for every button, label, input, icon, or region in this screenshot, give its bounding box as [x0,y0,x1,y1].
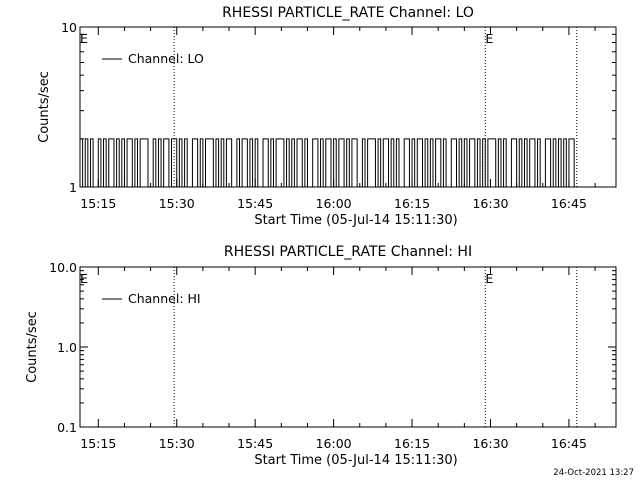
panel1-plot-frame [79,26,617,188]
panel1-x-tick-label-3: 15:45 [237,196,273,211]
panel2-y-axis-label: Counts/sec [25,311,40,383]
panel1-y-tick-label-2: 10 [61,20,77,35]
panel2-chart-title: RHESSI PARTICLE_RATE Channel: HI [224,244,472,260]
panel2-x-tick-label-5: 16:15 [394,436,430,451]
panel1-x-tick-label-4: 16:00 [316,196,352,211]
panel2-x-tick-label-1: 15:15 [80,436,116,451]
panel2-x-tick-label-3: 15:45 [237,436,273,451]
panel1-x-tick-label-2: 15:30 [159,196,195,211]
panel1-event-marker-label-1: E [80,31,88,46]
panel2-x-axis-label: Start Time (05-Jul-14 15:11:30) [254,453,457,468]
panel1-y-axis-label: Counts/sec [37,71,52,143]
panel1-series-line-1 [80,138,577,188]
panel2-x-tick-label-6: 16:30 [472,436,508,451]
panel1-x-tick-label-1: 15:15 [80,196,116,211]
panel1-chart-title: RHESSI PARTICLE_RATE Channel: LO [222,5,474,21]
panel2-y-tick-label-3: 10.0 [49,260,77,275]
panel2-x-tick-label-7: 16:45 [551,436,587,451]
panel2-event-marker-label-3: E [485,271,493,286]
panel2-y-tick-label-1: 0.1 [57,420,77,435]
panel2-legend-entry: Channel: HI [128,291,201,306]
panel1-x-tick-label-7: 16:45 [551,196,587,211]
panel1-legend-entry: Channel: LO [128,51,204,66]
panel2-event-marker-label-1: E [80,271,88,286]
panel2-y-tick-label-2: 1.0 [57,340,77,355]
date-stamp: 24-Oct-2021 13:27 [553,468,634,478]
panel1-x-tick-label-5: 16:15 [394,196,430,211]
panel2-x-tick-label-2: 15:30 [159,436,195,451]
panel1-y-tick-label-1: 1 [69,180,77,195]
panel1-x-tick-label-6: 16:30 [472,196,508,211]
panel1-x-axis-label: Start Time (05-Jul-14 15:11:30) [254,213,457,228]
panel2-x-tick-label-4: 16:00 [316,436,352,451]
panel1-event-marker-label-3: E [485,31,493,46]
